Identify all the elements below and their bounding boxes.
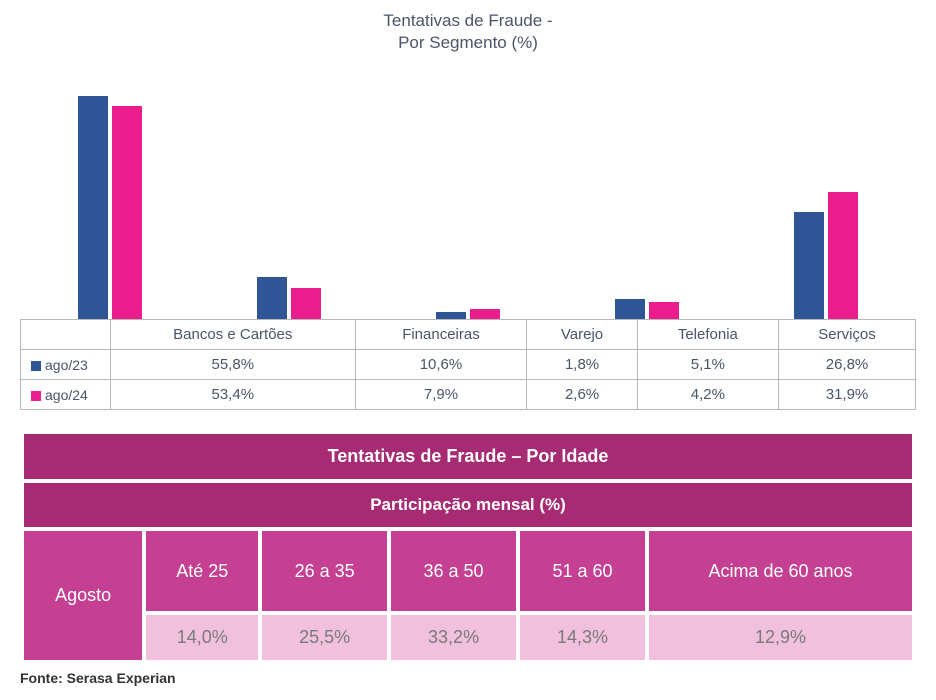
bar	[615, 299, 645, 319]
bar	[112, 106, 142, 320]
chart-data-table: Bancos e CartõesFinanceirasVarejoTelefon…	[20, 319, 916, 410]
age-value-cell: 14,0%	[146, 615, 258, 660]
series-value: 26,8%	[779, 350, 916, 380]
series-value: 1,8%	[527, 350, 637, 380]
legend-swatch-icon	[31, 361, 41, 371]
age-column-header: Acima de 60 anos	[649, 531, 912, 611]
series-value: 55,8%	[111, 350, 356, 380]
bar	[436, 312, 466, 319]
age-column-header: 26 a 35	[262, 531, 387, 611]
bar-group	[199, 79, 378, 319]
series-label: ago/23	[21, 350, 111, 380]
age-value-cell: 25,5%	[262, 615, 387, 660]
chart-category-header: Bancos e Cartões	[111, 320, 356, 350]
series-name: ago/23	[45, 357, 88, 373]
chart-title-line2: Por Segmento (%)	[398, 33, 538, 52]
age-column-header: 36 a 50	[391, 531, 516, 611]
chart-category-header: Varejo	[527, 320, 637, 350]
series-value: 5,1%	[637, 350, 778, 380]
age-table: Tentativas de Fraude – Por Idade Partici…	[20, 430, 916, 664]
bar-group	[558, 79, 737, 319]
bar-group	[20, 79, 199, 319]
chart-series-row: ago/23 55,8%10,6%1,8%5,1%26,8%	[21, 350, 916, 380]
source-label: Fonte: Serasa Experian	[20, 670, 916, 686]
series-label: ago/24	[21, 380, 111, 410]
chart-category-row: Bancos e CartõesFinanceirasVarejoTelefon…	[21, 320, 916, 350]
chart-series-rows: ago/23 55,8%10,6%1,8%5,1%26,8% ago/24 53,4%…	[21, 350, 916, 410]
series-value: 53,4%	[111, 380, 356, 410]
bar	[78, 96, 108, 319]
series-value: 4,2%	[637, 380, 778, 410]
chart-series-row: ago/24 53,4%7,9%2,6%4,2%31,9%	[21, 380, 916, 410]
age-values-row: 14,0%25,5%33,2%14,3%12,9%	[24, 615, 912, 660]
chart-category-header: Serviços	[779, 320, 916, 350]
age-column-header: 51 a 60	[520, 531, 645, 611]
chart-category-header: Financeiras	[355, 320, 527, 350]
chart-category-header: Telefonia	[637, 320, 778, 350]
bar	[291, 288, 321, 320]
age-table-subtitle: Participação mensal (%)	[24, 483, 912, 527]
plot-area	[20, 79, 916, 319]
bar	[470, 309, 500, 319]
bar-group	[737, 79, 916, 319]
age-value-cell: 33,2%	[391, 615, 516, 660]
series-name: ago/24	[45, 387, 88, 403]
bar	[828, 192, 858, 320]
series-value: 31,9%	[779, 380, 916, 410]
age-column-header: Até 25	[146, 531, 258, 611]
segment-chart: Tentativas de Fraude - Por Segmento (%) …	[20, 10, 916, 410]
legend-swatch-icon	[31, 391, 41, 401]
bar	[649, 302, 679, 319]
bar	[794, 212, 824, 319]
series-value: 10,6%	[355, 350, 527, 380]
age-table-title: Tentativas de Fraude – Por Idade	[24, 434, 912, 479]
chart-title: Tentativas de Fraude - Por Segmento (%)	[20, 10, 916, 54]
age-row-label: Agosto	[24, 531, 142, 660]
chart-title-line1: Tentativas de Fraude -	[383, 11, 552, 30]
age-columns-row: Agosto Até 2526 a 3536 a 5051 a 60Acima …	[24, 531, 912, 611]
age-value-cell: 14,3%	[520, 615, 645, 660]
series-value: 2,6%	[527, 380, 637, 410]
age-value-cell: 12,9%	[649, 615, 912, 660]
chart-table-corner	[21, 320, 111, 350]
bar-group	[378, 79, 557, 319]
series-value: 7,9%	[355, 380, 527, 410]
bar	[257, 277, 287, 319]
